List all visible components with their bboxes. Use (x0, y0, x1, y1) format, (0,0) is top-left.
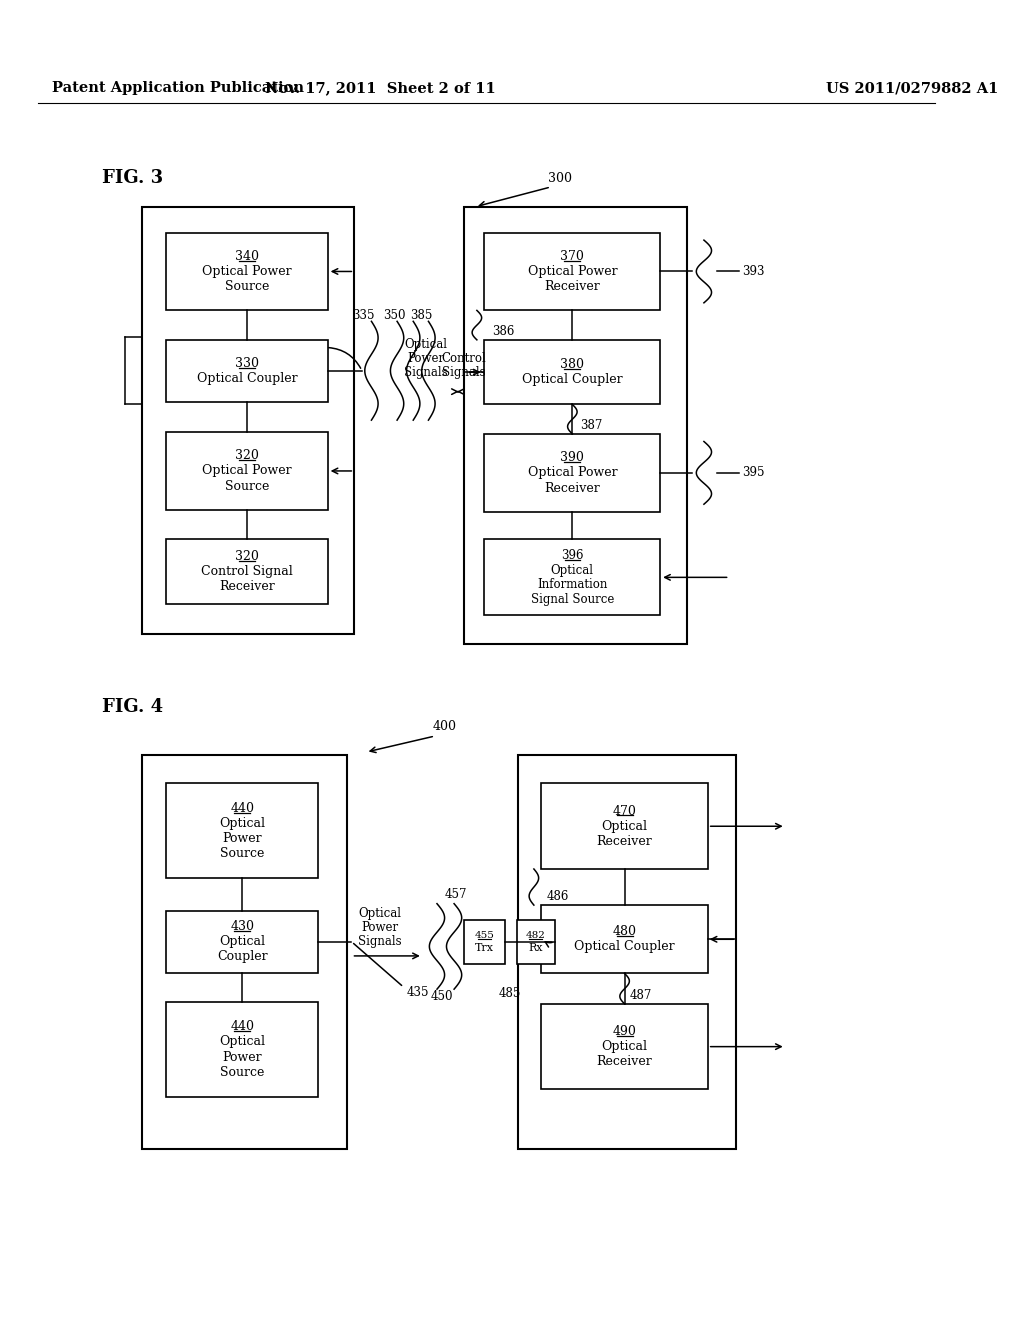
Bar (166, 432, 328, 510)
Text: 485: 485 (499, 987, 521, 1001)
Text: 385: 385 (410, 309, 432, 322)
Text: 387: 387 (580, 418, 602, 432)
Text: Optical Coupler: Optical Coupler (197, 372, 297, 385)
Text: 440: 440 (230, 801, 254, 814)
Text: 340: 340 (234, 249, 259, 263)
Text: Patent Application Publication: Patent Application Publication (52, 81, 304, 95)
Text: Optical Power: Optical Power (527, 466, 617, 479)
Text: 380: 380 (560, 358, 585, 371)
Text: Trx: Trx (475, 944, 494, 953)
Text: 482: 482 (526, 931, 546, 940)
Text: Optical Power: Optical Power (202, 265, 292, 279)
Text: 440: 440 (230, 1020, 254, 1034)
Text: 486: 486 (546, 890, 568, 903)
Text: Optical: Optical (602, 1040, 647, 1053)
Text: Optical: Optical (404, 338, 447, 351)
Text: FIG. 4: FIG. 4 (101, 698, 163, 717)
Text: Control Signal: Control Signal (201, 565, 293, 578)
Bar (542, 906, 708, 973)
Text: 300: 300 (549, 172, 572, 185)
Text: 335: 335 (352, 309, 375, 322)
Bar (484, 339, 660, 404)
Text: Receiver: Receiver (545, 280, 600, 293)
Text: Power: Power (222, 1051, 262, 1064)
Text: Optical: Optical (219, 817, 265, 830)
Bar (518, 755, 736, 1150)
Text: 350: 350 (383, 309, 406, 322)
Bar (542, 1005, 708, 1089)
Text: Optical: Optical (358, 907, 401, 920)
Text: Source: Source (225, 280, 269, 293)
Text: 470: 470 (612, 805, 637, 817)
Bar (166, 232, 328, 310)
Text: 455: 455 (474, 931, 495, 940)
Bar (464, 207, 687, 644)
Text: 370: 370 (560, 249, 585, 263)
Text: 480: 480 (612, 925, 637, 939)
Text: 490: 490 (612, 1024, 637, 1038)
Text: US 2011/0279882 A1: US 2011/0279882 A1 (826, 81, 998, 95)
Text: 457: 457 (444, 887, 467, 900)
Bar (142, 207, 354, 635)
Bar (517, 920, 555, 964)
Text: 330: 330 (234, 356, 259, 370)
Text: Receiver: Receiver (545, 482, 600, 495)
Text: 430: 430 (230, 920, 254, 933)
Text: Optical Power: Optical Power (202, 465, 292, 478)
Bar (166, 784, 318, 879)
Text: Optical: Optical (551, 564, 594, 577)
Bar (166, 540, 328, 605)
Text: Receiver: Receiver (597, 1055, 652, 1068)
Text: Source: Source (220, 1065, 264, 1078)
Text: 390: 390 (560, 451, 585, 465)
Text: Source: Source (225, 479, 269, 492)
Text: Signal Source: Signal Source (530, 593, 614, 606)
Text: Coupler: Coupler (217, 950, 267, 962)
Text: Optical Coupler: Optical Coupler (522, 374, 623, 387)
Bar (166, 911, 318, 973)
Bar (166, 339, 328, 401)
Bar (464, 920, 506, 964)
Text: Signals: Signals (403, 366, 447, 379)
Text: Optical: Optical (219, 935, 265, 948)
Bar (542, 784, 708, 869)
Bar (484, 540, 660, 615)
Text: Optical: Optical (219, 1035, 265, 1048)
Text: Receiver: Receiver (219, 581, 274, 594)
Text: 450: 450 (430, 990, 453, 1003)
Text: Optical Coupler: Optical Coupler (574, 940, 675, 953)
Text: 396: 396 (561, 549, 584, 562)
Bar (484, 434, 660, 512)
Text: Nov. 17, 2011  Sheet 2 of 11: Nov. 17, 2011 Sheet 2 of 11 (264, 81, 496, 95)
Text: Power: Power (407, 352, 444, 364)
Text: Signals: Signals (441, 366, 485, 379)
Text: Power: Power (361, 921, 398, 935)
Text: 320: 320 (236, 449, 259, 462)
Text: 395: 395 (742, 466, 765, 479)
Text: Control: Control (441, 352, 486, 364)
Text: 386: 386 (493, 325, 514, 338)
Text: 393: 393 (742, 265, 765, 279)
Text: 487: 487 (630, 989, 651, 1002)
Bar (166, 1002, 318, 1097)
Text: Signals: Signals (358, 935, 401, 948)
Bar (142, 755, 347, 1150)
Text: FIG. 3: FIG. 3 (101, 169, 163, 187)
Bar (484, 232, 660, 310)
Text: Rx: Rx (528, 944, 543, 953)
Text: 435: 435 (407, 986, 429, 998)
Text: Optical Power: Optical Power (527, 265, 617, 279)
Text: Information: Information (538, 578, 607, 591)
Text: 400: 400 (432, 719, 457, 733)
Text: Source: Source (220, 847, 264, 861)
Text: 320: 320 (236, 550, 259, 562)
Text: Power: Power (222, 832, 262, 845)
Text: Optical: Optical (602, 820, 647, 833)
Text: Receiver: Receiver (597, 836, 652, 847)
